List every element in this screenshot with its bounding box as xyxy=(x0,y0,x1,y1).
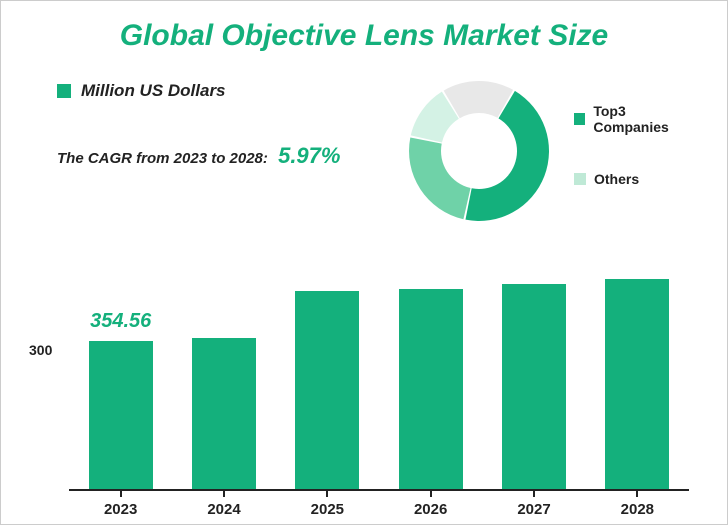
legend-label: Million US Dollars xyxy=(81,81,226,101)
donut-legend-label: Others xyxy=(594,171,639,187)
bar xyxy=(192,338,256,489)
donut-legend-item: Top3 Companies xyxy=(574,103,699,135)
chart-container: Global Objective Lens Market Size Millio… xyxy=(0,0,728,525)
bar-chart: 300 354.56 xyxy=(69,261,689,491)
cagr-value: 5.97% xyxy=(278,143,340,168)
x-axis-label: 2024 xyxy=(207,501,240,518)
bar xyxy=(399,289,463,489)
donut-chart xyxy=(399,71,559,231)
upper-region: Million US Dollars The CAGR from 2023 to… xyxy=(29,81,699,251)
x-tick-mark xyxy=(120,489,122,497)
unit-legend: Million US Dollars xyxy=(57,81,699,101)
bar xyxy=(605,279,669,489)
cagr-prefix: The CAGR from 2023 to 2028: xyxy=(57,150,268,167)
donut-legend-swatch-icon xyxy=(574,173,586,185)
x-tick-mark xyxy=(430,489,432,497)
x-axis-label: 2027 xyxy=(517,501,550,518)
x-axis-label: 2028 xyxy=(621,501,654,518)
y-axis-tick-label: 300 xyxy=(29,342,52,358)
x-axis-label: 2025 xyxy=(311,501,344,518)
donut-legend-item: Others xyxy=(574,171,699,187)
donut-legend-swatch-icon xyxy=(574,113,585,125)
bar xyxy=(295,291,359,489)
bar xyxy=(89,341,153,489)
x-tick-mark xyxy=(533,489,535,497)
x-tick-mark xyxy=(223,489,225,497)
x-tick-mark xyxy=(326,489,328,497)
donut-slice xyxy=(409,137,471,219)
bars-group xyxy=(69,261,689,489)
bar xyxy=(502,284,566,489)
legend-swatch-icon xyxy=(57,84,71,98)
donut-legend-label: Top3 Companies xyxy=(593,103,699,135)
x-axis-label: 2026 xyxy=(414,501,447,518)
x-tick-mark xyxy=(636,489,638,497)
x-axis-labels: 2023 2024 2025 2026 2027 2028 xyxy=(69,491,689,521)
x-axis-label: 2023 xyxy=(104,501,137,518)
page-title: Global Objective Lens Market Size xyxy=(29,19,699,53)
donut-legend: Top3 Companies Others xyxy=(574,103,699,223)
